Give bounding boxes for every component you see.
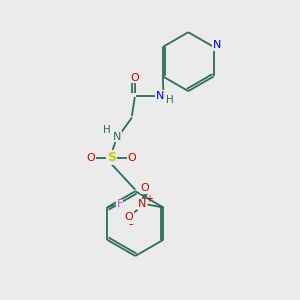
Text: O: O [141, 183, 149, 193]
Text: F: F [116, 200, 123, 209]
Text: O: O [124, 212, 133, 222]
Text: N: N [156, 91, 164, 100]
Text: O: O [130, 73, 139, 83]
Text: H: H [166, 95, 174, 105]
Text: N: N [213, 40, 221, 50]
Text: O: O [86, 153, 95, 163]
Text: O: O [128, 153, 136, 163]
Text: H: H [103, 125, 111, 135]
Text: N: N [138, 200, 146, 209]
Text: -: - [128, 218, 133, 231]
Text: S: S [107, 152, 116, 164]
Text: N: N [113, 132, 121, 142]
Text: +: + [146, 194, 154, 204]
